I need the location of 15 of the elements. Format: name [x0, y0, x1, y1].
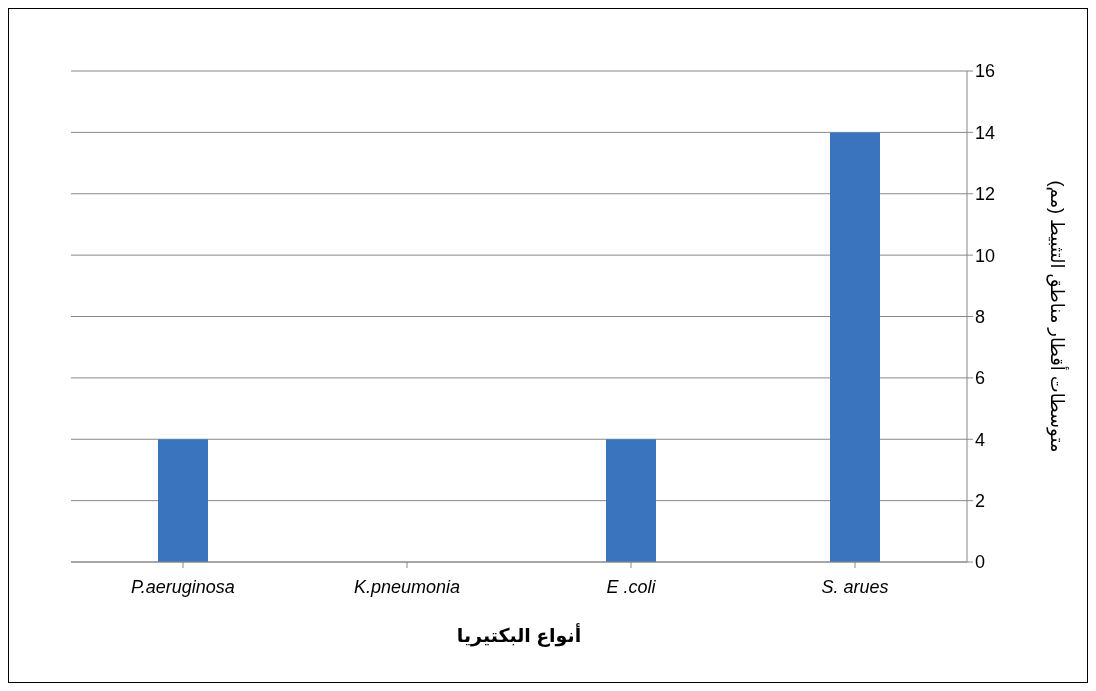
y-tick-label: 10 [975, 245, 996, 266]
y-tick-label: 4 [975, 429, 986, 450]
x-axis-title: أنواع البكتيريا [456, 623, 582, 647]
y-tick-label: 12 [975, 184, 996, 205]
x-tick-label: S. arues [821, 576, 889, 597]
x-tick-label: K.pneumonia [353, 576, 461, 597]
y-tick-label: 16 [975, 61, 996, 82]
y-tick-label: 0 [975, 552, 986, 573]
y-tick-label: 8 [975, 306, 986, 327]
y-axis-title: متوسطات أقطار مناطق التثبيط (مم) [1045, 180, 1069, 453]
y-tick-label: 14 [975, 122, 996, 143]
y-tick-label: 2 [975, 491, 986, 512]
x-tick-label: E .coli [606, 576, 657, 597]
x-tick-label: P.aeruginosa [131, 576, 235, 597]
y-tick-label: 6 [975, 368, 986, 389]
